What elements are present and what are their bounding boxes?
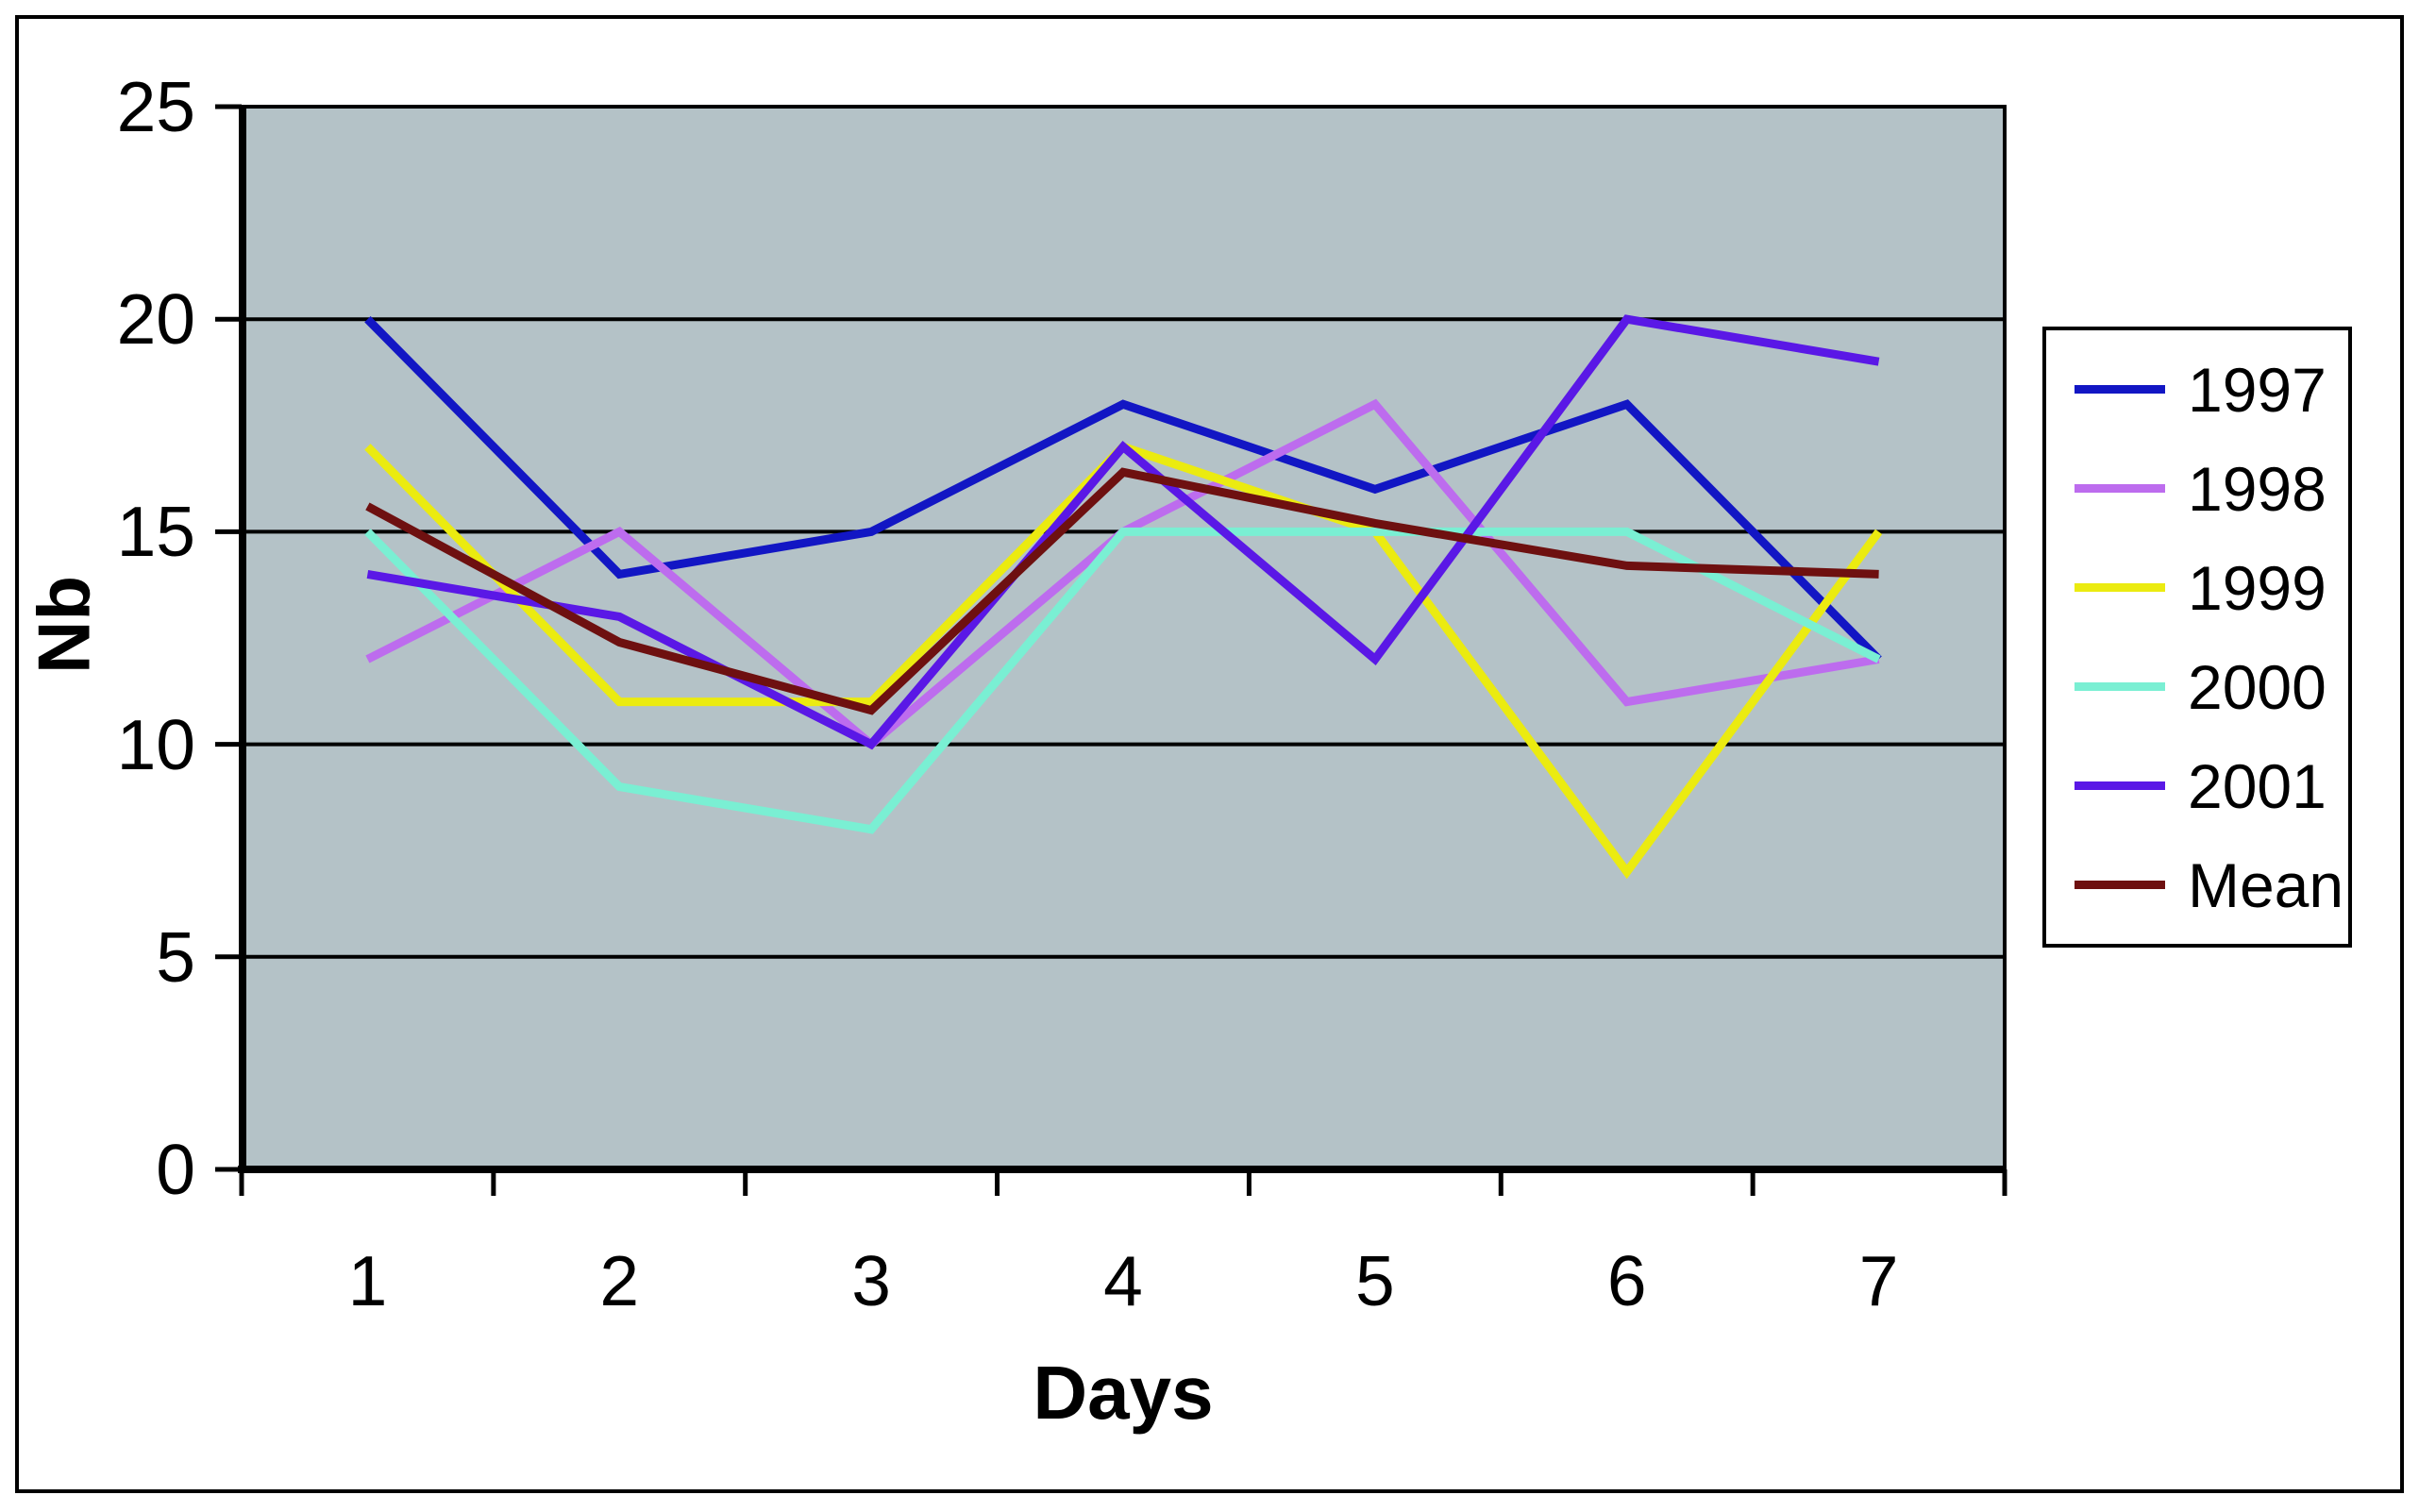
x-tick-label: 6 bbox=[1606, 1241, 1647, 1320]
series-line-2001 bbox=[366, 314, 1880, 750]
series-line-1997 bbox=[364, 316, 1882, 663]
x-tick-label: 4 bbox=[1103, 1241, 1143, 1320]
y-tick-label: 0 bbox=[156, 1130, 195, 1209]
legend-swatch-mean bbox=[2075, 881, 2165, 889]
y-tick-label: 5 bbox=[156, 916, 195, 997]
legend-swatch-2000 bbox=[2075, 682, 2165, 691]
plot-group bbox=[215, 104, 2007, 1196]
series-line-2000 bbox=[364, 527, 1881, 834]
legend-label: 1998 bbox=[2188, 453, 2327, 524]
legend-item-mean: Mean bbox=[2046, 835, 2348, 934]
legend-label: 2001 bbox=[2188, 750, 2327, 821]
y-tick-label: 25 bbox=[116, 67, 195, 146]
legend-label: 2000 bbox=[2188, 651, 2327, 722]
legend-item-2000: 2000 bbox=[2046, 637, 2348, 736]
legend-label: 1999 bbox=[2188, 552, 2327, 623]
x-tick-label: 1 bbox=[347, 1241, 388, 1320]
legend-swatch-2001 bbox=[2075, 781, 2165, 790]
x-tick-label: 3 bbox=[851, 1241, 891, 1320]
legend-item-1998: 1998 bbox=[2046, 439, 2348, 538]
legend-swatch-1999 bbox=[2075, 583, 2165, 592]
y-tick-label: 10 bbox=[116, 704, 195, 784]
x-tick-label: 2 bbox=[599, 1241, 640, 1320]
legend: 1997 1998 1999 2000 2001 Mean bbox=[2042, 327, 2352, 948]
y-tick-label: 15 bbox=[116, 492, 195, 572]
x-tick-label: 5 bbox=[1354, 1241, 1395, 1320]
legend-label: 1997 bbox=[2188, 354, 2327, 425]
x-axis-title: Days bbox=[1033, 1351, 1214, 1435]
legend-item-1997: 1997 bbox=[2046, 340, 2348, 439]
y-tick-label: 20 bbox=[116, 279, 195, 360]
x-tick-label: 7 bbox=[1858, 1241, 1899, 1320]
legend-label: Mean bbox=[2188, 849, 2344, 920]
y-axis-title: Nb bbox=[22, 576, 106, 674]
legend-swatch-1998 bbox=[2075, 484, 2165, 493]
series-line-mean bbox=[365, 467, 1879, 715]
legend-item-1999: 1999 bbox=[2046, 538, 2348, 637]
legend-swatch-1997 bbox=[2075, 385, 2165, 394]
legend-item-2001: 2001 bbox=[2046, 736, 2348, 835]
plot-area bbox=[240, 105, 2007, 1171]
